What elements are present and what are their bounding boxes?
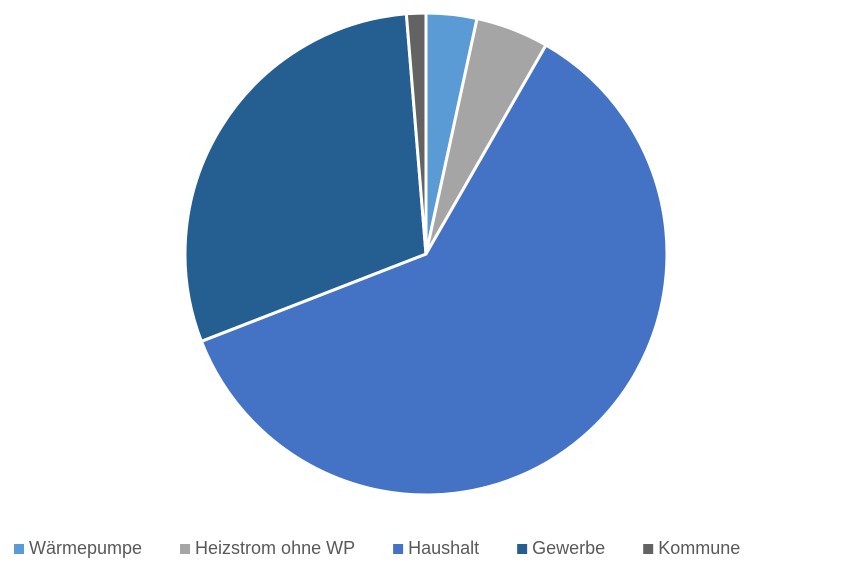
- pie-slice: [404, 11, 428, 256]
- legend-label: Haushalt: [408, 538, 479, 558]
- legend-label: Kommune: [658, 538, 740, 558]
- legend-label: Gewerbe: [532, 538, 605, 558]
- legend-swatch: [517, 544, 528, 554]
- pie-slice: [199, 43, 669, 497]
- legend-swatch: [643, 544, 654, 554]
- legend-swatch: [180, 544, 191, 554]
- legend-swatch: [393, 544, 404, 554]
- legend-label: Heizstrom ohne WP: [195, 538, 355, 558]
- legend-label: Wärmepumpe: [29, 538, 142, 558]
- pie-slice: [183, 12, 428, 343]
- legend-swatch: [14, 544, 24, 554]
